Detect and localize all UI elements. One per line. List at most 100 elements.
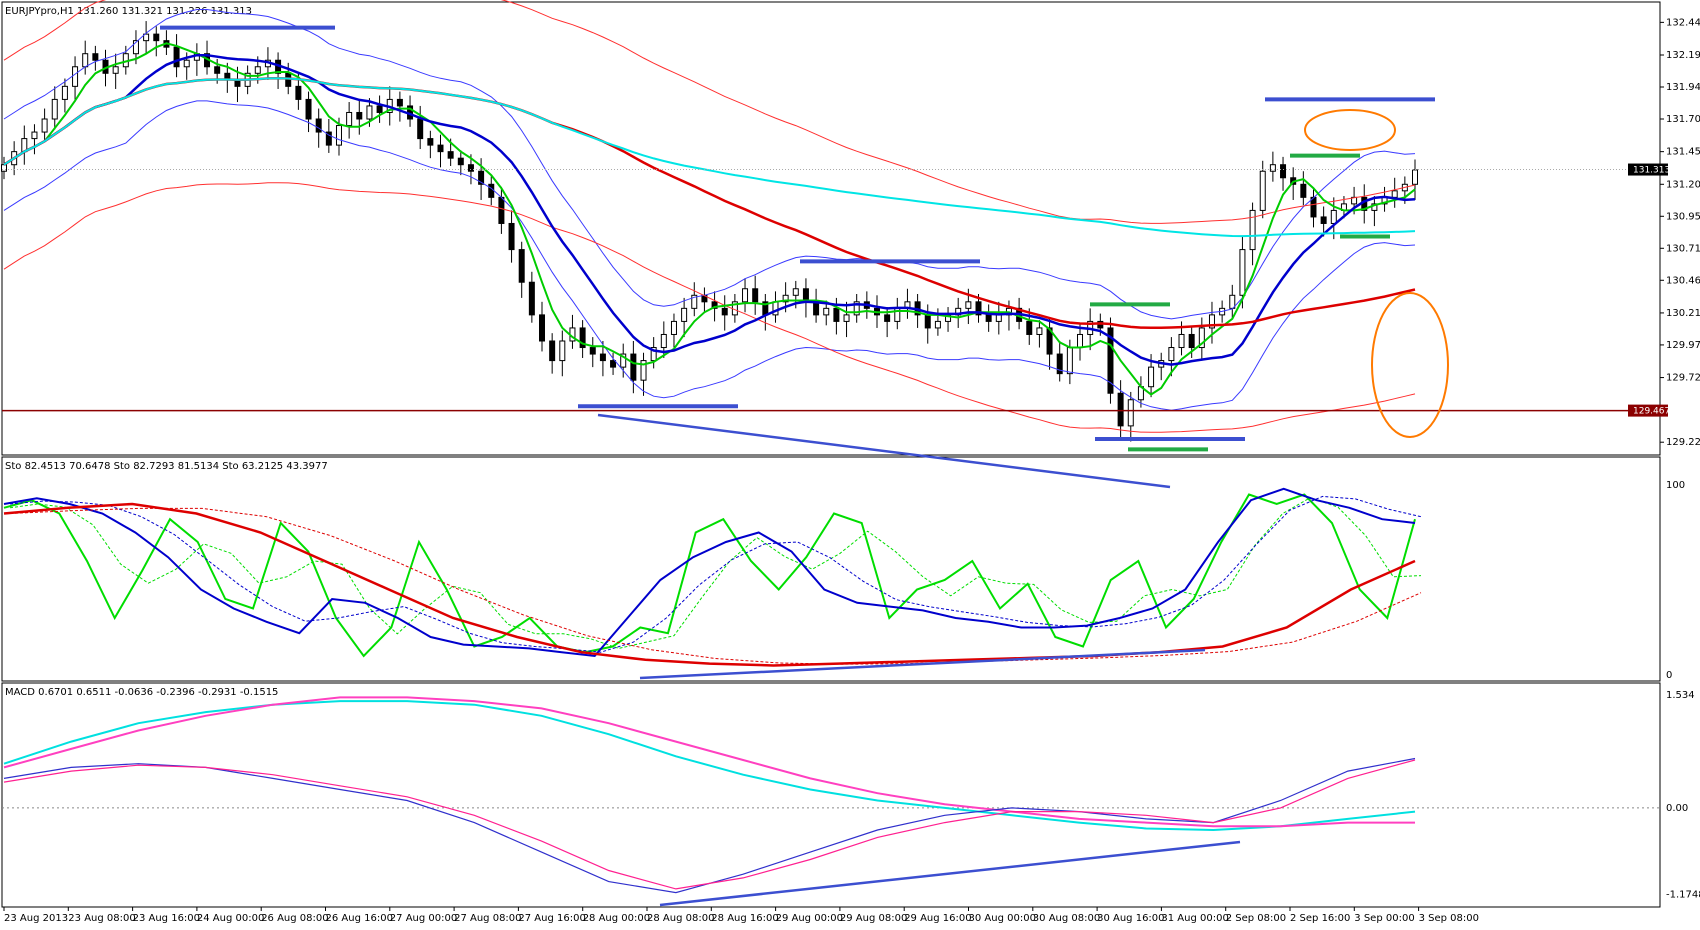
candle-body <box>620 353 627 368</box>
highlight-ellipse-right <box>1371 292 1449 438</box>
candle-body <box>518 249 525 283</box>
candle-body <box>1036 327 1043 335</box>
candle-body <box>1330 209 1337 224</box>
candle-body <box>1249 209 1256 251</box>
candle-body <box>92 53 99 61</box>
main-y-tick-label: 130.955 <box>1666 211 1700 222</box>
candle-body <box>1310 196 1317 218</box>
candle-body <box>549 340 556 362</box>
main-panel-header: EURJPYpro,H1 131.260 131.321 131.226 131… <box>5 6 252 17</box>
candle-body <box>447 151 454 159</box>
candle-body <box>681 307 688 322</box>
sto-signal-line <box>9 507 1422 665</box>
support-price-tag: 129.467 <box>1633 407 1670 417</box>
candle-body <box>660 333 667 349</box>
candle-body <box>742 288 749 303</box>
x-tick-label: 2 Sep 16:00 <box>1290 913 1350 924</box>
x-tick-label: 27 Aug 00:00 <box>390 913 457 924</box>
candle-body <box>1269 164 1276 172</box>
bollinger-lower-line <box>3 100 1416 411</box>
candle-body <box>1259 170 1266 211</box>
candle-body <box>51 98 58 120</box>
macd-y-tick-label: 0.00 <box>1666 803 1688 814</box>
candle-body <box>579 327 586 349</box>
candle-body <box>112 66 119 74</box>
candle-body <box>376 105 383 113</box>
ma-medium-line <box>3 53 1416 366</box>
candle-body <box>356 111 363 120</box>
candle-body <box>1168 347 1175 362</box>
stochastic-panel-header: Sto 82.4513 70.6478 Sto 82.7293 81.5134 … <box>5 461 328 472</box>
candle-body <box>61 85 68 100</box>
x-tick-label: 2 Sep 08:00 <box>1226 913 1286 924</box>
main-y-tick-label: 131.945 <box>1666 82 1700 93</box>
candle-body <box>295 85 302 100</box>
x-tick-label: 26 Aug 16:00 <box>326 913 393 924</box>
x-tick-label: 31 Aug 00:00 <box>1161 913 1228 924</box>
candle-body <box>792 288 799 296</box>
candle-body <box>853 301 860 316</box>
candle-body <box>396 98 403 107</box>
candle-body <box>437 144 444 153</box>
candle-body <box>782 294 789 303</box>
candle-body <box>1117 392 1124 427</box>
candle-body <box>488 183 495 198</box>
trend-line <box>597 413 1171 489</box>
stochastic-panel-frame <box>1 456 1661 682</box>
candle-body <box>813 301 820 316</box>
highlight-ellipse-top <box>1304 109 1396 151</box>
candle-body <box>650 347 657 362</box>
ma-fast-line <box>3 42 1416 396</box>
candle-body <box>985 314 992 322</box>
main-y-tick-label: 131.700 <box>1666 114 1700 125</box>
candle-body <box>630 353 637 381</box>
main-y-tick-label: 129.970 <box>1666 340 1700 351</box>
stochastic-panel <box>3 487 1422 680</box>
candle-body <box>539 314 546 342</box>
x-tick-label: 28 Aug 08:00 <box>647 913 714 924</box>
candle-body <box>214 66 221 74</box>
candle-body <box>173 46 180 68</box>
candle-body <box>72 66 79 87</box>
candle-body <box>752 288 759 303</box>
candle-body <box>315 118 322 133</box>
candle-body <box>132 40 139 55</box>
candle-body <box>1280 164 1287 179</box>
x-tick-label: 27 Aug 08:00 <box>454 913 521 924</box>
candle-body <box>589 347 596 355</box>
x-tick-label: 30 Aug 00:00 <box>969 913 1036 924</box>
x-tick-label: 29 Aug 16:00 <box>904 913 971 924</box>
candle-body <box>1320 216 1327 224</box>
candle-body <box>183 59 190 68</box>
candle-body <box>508 222 515 251</box>
envelope-lower-line <box>3 182 1416 433</box>
main-y-tick-label: 130.710 <box>1666 243 1700 254</box>
candle-body <box>305 98 312 120</box>
candle-body <box>843 314 850 322</box>
candle-body <box>41 118 48 133</box>
candle-body <box>478 170 485 185</box>
candle-body <box>924 314 931 329</box>
candle-body <box>153 33 160 42</box>
candle-body <box>1239 249 1246 296</box>
candle-body <box>833 307 840 322</box>
candle-body <box>528 281 535 316</box>
main-y-tick-label: 129.225 <box>1666 437 1700 448</box>
macd-y-tick-label: 1.534 <box>1666 690 1695 701</box>
candle-body <box>823 307 830 316</box>
candle-body <box>457 157 464 166</box>
candle-body <box>346 111 353 127</box>
candle-body <box>366 105 373 120</box>
candle-body <box>1198 327 1205 349</box>
ma-long-line <box>3 77 1416 238</box>
sto-y-tick-label: 100 <box>1666 480 1685 491</box>
candle-body <box>427 138 434 146</box>
candle-body <box>721 307 728 316</box>
current-price-tag: 131.313 <box>1633 166 1670 176</box>
candle-body <box>1066 347 1073 375</box>
candle-body <box>1077 333 1084 349</box>
x-tick-label: 23 Aug 16:00 <box>133 913 200 924</box>
macd-series-line <box>3 696 1415 828</box>
